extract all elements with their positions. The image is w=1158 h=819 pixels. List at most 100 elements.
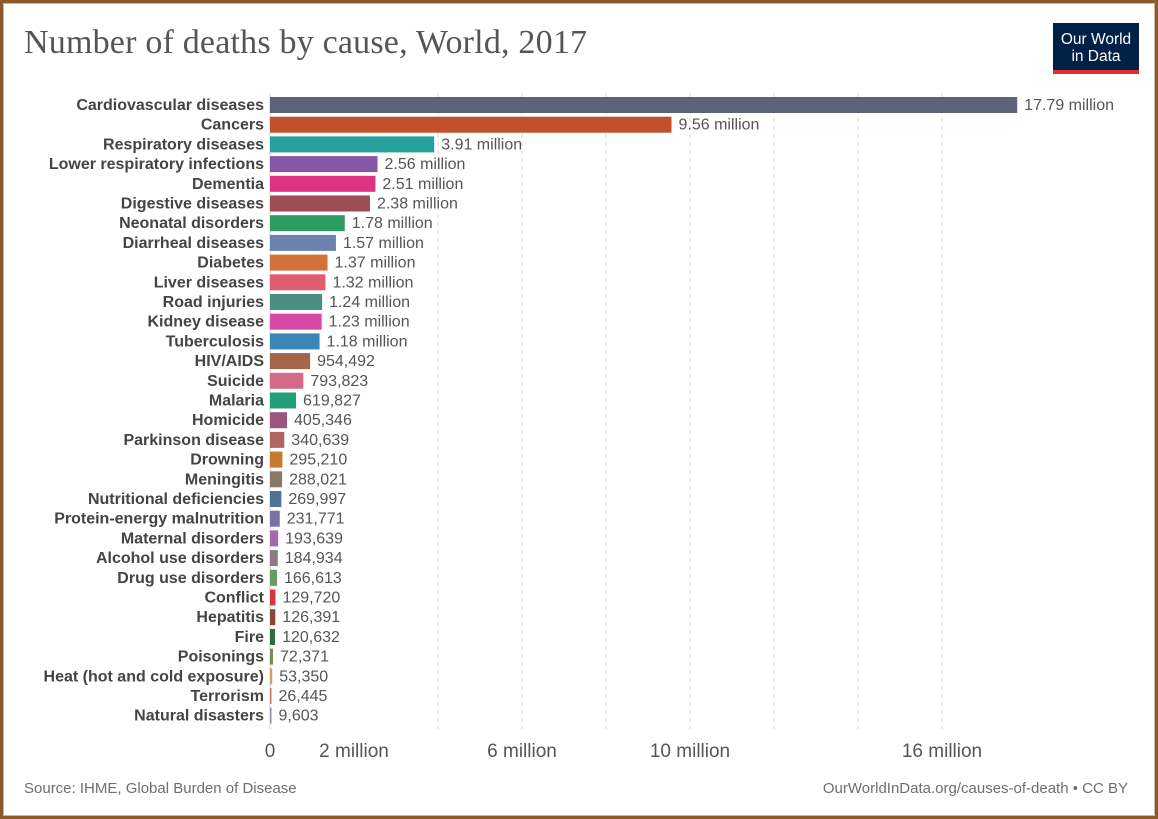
category-label: Drug use disorders: [117, 570, 264, 587]
category-label: Protein-energy malnutrition: [54, 511, 264, 528]
bar-chart: Cardiovascular diseases Cancers Respirator…: [44, 94, 1115, 762]
x-tick-label: 0: [265, 741, 276, 762]
value-label: 1.78 million: [352, 215, 433, 232]
logo-line-1: Our World: [1060, 31, 1132, 48]
category-label: Terrorism: [190, 688, 264, 705]
bar[interactable]: [270, 294, 323, 310]
category-label: Nutritional deficiencies: [88, 491, 264, 508]
value-label: 2.56 million: [385, 156, 466, 173]
value-label: 2.38 million: [377, 196, 458, 213]
bar[interactable]: [270, 215, 345, 232]
x-tick-label: 16 million: [902, 741, 982, 762]
bar[interactable]: [270, 412, 288, 429]
bar[interactable]: [270, 589, 276, 606]
value-label: 129,720: [282, 590, 340, 607]
bar[interactable]: [270, 353, 311, 370]
source-link[interactable]: OurWorldInData.org/causes-of-death • CC …: [822, 780, 1128, 797]
bar[interactable]: [270, 628, 276, 645]
value-label: 1.37 million: [335, 255, 416, 272]
category-label: Liver diseases: [154, 274, 264, 291]
bar[interactable]: [270, 333, 320, 350]
bar[interactable]: [270, 372, 304, 389]
category-label: Maternal disorders: [121, 530, 264, 547]
category-label: Digestive diseases: [121, 196, 264, 213]
value-labels: 17.79 million 9.56 million 3.91 million 2.5…: [279, 97, 1115, 725]
chart-title: Number of deaths by cause, World, 2017: [24, 24, 588, 61]
category-label: Diabetes: [197, 255, 264, 272]
bar[interactable]: [270, 195, 370, 212]
value-label: 126,391: [282, 609, 340, 626]
bars: [270, 97, 1018, 724]
bar[interactable]: [270, 569, 277, 586]
bar[interactable]: [270, 451, 283, 468]
bar[interactable]: [270, 254, 328, 271]
value-label: 9.56 million: [679, 117, 760, 134]
bar[interactable]: [270, 274, 326, 291]
logo-line-2: in Data: [1071, 48, 1121, 65]
category-label: Road injuries: [163, 294, 264, 311]
x-axis-ticks: 0 2 million 6 million 10 million 16 million: [265, 741, 982, 762]
category-label: Neonatal disorders: [119, 215, 264, 232]
bar[interactable]: [270, 550, 278, 567]
category-label: Respiratory diseases: [103, 136, 264, 153]
value-label: 53,350: [279, 668, 328, 685]
category-label: Meningitis: [185, 471, 264, 488]
value-label: 193,639: [285, 530, 343, 547]
category-label: Heat (hot and cold exposure): [44, 668, 264, 685]
our-world-in-data-logo[interactable]: Our World in Data: [1053, 23, 1139, 74]
bar[interactable]: [270, 313, 322, 330]
bar[interactable]: [270, 530, 279, 547]
value-label: 9,603: [279, 708, 319, 725]
category-label: Parkinson disease: [123, 432, 264, 449]
category-label: Natural disasters: [134, 708, 264, 725]
value-label: 288,021: [289, 471, 347, 488]
x-tick-label: 10 million: [650, 741, 730, 762]
value-label: 72,371: [280, 649, 329, 666]
x-tick-label: 2 million: [319, 741, 389, 762]
category-label: Cardiovascular diseases: [76, 97, 264, 114]
category-labels: Cardiovascular diseases Cancers Respirator…: [44, 97, 265, 725]
bar[interactable]: [270, 116, 672, 133]
category-label: Dementia: [192, 176, 264, 193]
bar[interactable]: [270, 97, 1018, 113]
bar[interactable]: [270, 471, 283, 488]
chart-frame: Number of deaths by cause, World, 2017 O…: [3, 3, 1155, 816]
bar[interactable]: [270, 491, 282, 507]
value-label: 1.57 million: [343, 235, 424, 252]
bar[interactable]: [270, 688, 272, 704]
category-label: Fire: [235, 629, 264, 646]
value-label: 2.51 million: [382, 176, 463, 193]
value-label: 166,613: [284, 570, 342, 587]
value-label: 3.91 million: [441, 136, 522, 153]
value-label: 340,639: [291, 432, 349, 449]
value-label: 26,445: [279, 688, 328, 705]
value-label: 231,771: [287, 511, 345, 528]
value-label: 1.24 million: [329, 294, 410, 311]
category-label: Diarrheal diseases: [123, 235, 265, 252]
value-label: 1.18 million: [327, 333, 408, 350]
bar[interactable]: [270, 668, 273, 685]
value-label: 295,210: [289, 452, 347, 469]
bar[interactable]: [270, 431, 285, 448]
bar[interactable]: [270, 609, 276, 626]
bar[interactable]: [270, 175, 376, 192]
category-label: Lower respiratory infections: [49, 156, 264, 173]
category-label: Kidney disease: [148, 314, 265, 331]
value-label: 1.32 million: [332, 274, 413, 291]
bar[interactable]: [270, 136, 435, 153]
bar[interactable]: [270, 234, 336, 251]
category-label: Cancers: [201, 117, 264, 134]
value-label: 269,997: [288, 491, 346, 508]
bar[interactable]: [270, 156, 378, 173]
value-label: 793,823: [310, 373, 368, 390]
category-label: Suicide: [207, 373, 264, 390]
category-label: Homicide: [192, 412, 264, 429]
bar[interactable]: [270, 510, 280, 527]
bar[interactable]: [270, 707, 272, 724]
source-note: Source: IHME, Global Burden of Disease: [24, 780, 297, 797]
value-label: 120,632: [282, 629, 340, 646]
bar[interactable]: [270, 392, 297, 409]
bar[interactable]: [270, 648, 274, 665]
value-label: 17.79 million: [1024, 97, 1114, 114]
category-label: Malaria: [209, 393, 264, 410]
